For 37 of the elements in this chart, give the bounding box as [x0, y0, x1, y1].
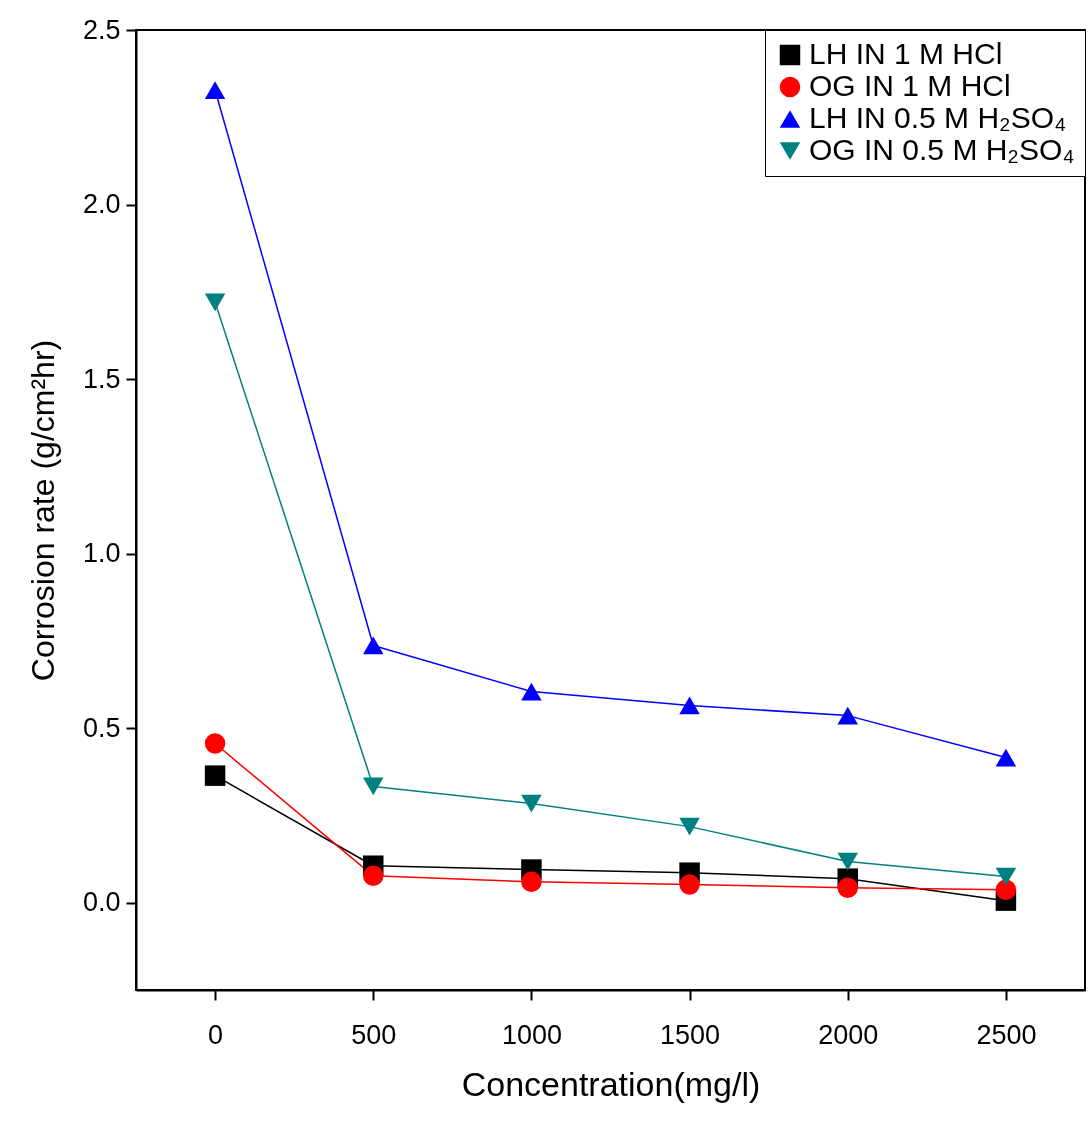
point: [204, 765, 226, 786]
y-tick-label: 1.0: [82, 538, 121, 569]
point: [995, 879, 1017, 901]
point: [521, 682, 542, 701]
point: [204, 81, 226, 99]
point: [204, 293, 226, 312]
point: [679, 696, 700, 715]
x-tick-label: 1500: [660, 1019, 721, 1050]
point: [363, 865, 384, 887]
y-tick-label: 0.0: [82, 887, 121, 918]
point: [363, 777, 384, 796]
point: [679, 817, 700, 836]
y-tick-label: 2.0: [82, 189, 121, 220]
y-tick-label: 2.5: [82, 14, 121, 45]
x-tick-label: 1000: [501, 1019, 562, 1050]
x-tick-label: 500: [351, 1019, 397, 1050]
legend-label: LH IN 0.5 M H₂SO₄: [809, 101, 1067, 134]
point: [521, 794, 542, 813]
y-tick-label: 1.5: [82, 363, 121, 394]
point: [837, 877, 858, 898]
point: [995, 867, 1017, 886]
point: [995, 748, 1017, 767]
point: [837, 852, 858, 871]
point: [521, 871, 542, 893]
legend-label: LH IN 1 M HCl: [809, 37, 1003, 70]
legend-label: OG IN 1 M HCl: [809, 69, 1011, 102]
x-axis-title: Concentration(mg/l): [461, 1064, 761, 1103]
point: [363, 636, 384, 655]
x-tick-label: 2000: [818, 1019, 879, 1050]
y-tick-label: 0.5: [82, 712, 121, 743]
x-tick-label: 0: [208, 1019, 224, 1050]
y-axis-title: Corrosion rate (g/cm²hr): [24, 339, 61, 682]
point: [679, 874, 700, 895]
point: [204, 733, 226, 754]
legend-label: OG IN 0.5 M H₂SO₄: [809, 133, 1075, 166]
x-tick-label: 2500: [976, 1019, 1037, 1050]
point: [837, 706, 858, 725]
